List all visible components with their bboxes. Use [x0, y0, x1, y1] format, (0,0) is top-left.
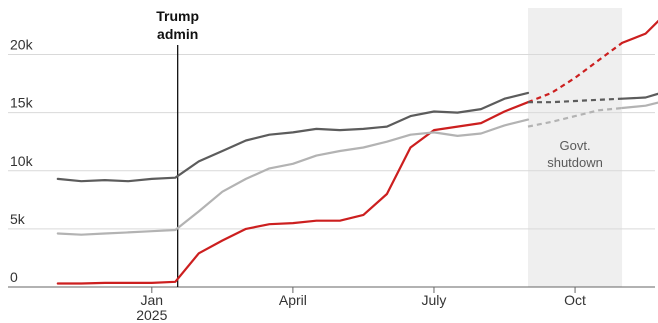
- series-2: [56, 101, 658, 236]
- y-tick-label: 10k: [10, 153, 34, 169]
- gridlines: [8, 54, 655, 230]
- series-line-tail: [621, 19, 658, 44]
- series-0: [56, 19, 658, 285]
- series-line-tail: [621, 92, 658, 100]
- y-tick-label: 20k: [10, 37, 34, 53]
- y-tick-label: 5k: [10, 211, 26, 227]
- x-tick-sublabel: 2025: [136, 307, 167, 323]
- series-line-solid: [56, 101, 530, 285]
- series-line-solid: [56, 118, 530, 236]
- series-line-dashed: [527, 106, 623, 128]
- x-tick-label: July: [422, 292, 447, 308]
- series-line-solid: [56, 91, 530, 183]
- admin-annotation-line1: Trump: [156, 8, 199, 24]
- x-tick-label: April: [279, 292, 307, 308]
- admin-annotation-line2: admin: [157, 26, 198, 42]
- series-line-dashed: [527, 42, 623, 104]
- x-tick-label: Jan: [141, 292, 164, 308]
- y-tick-label: 15k: [10, 95, 34, 111]
- series-1: [56, 91, 658, 183]
- y-axis-ticks: 0 5k 10k 15k 20k: [10, 37, 34, 286]
- x-tick-label: Oct: [564, 292, 586, 308]
- series-line-tail: [621, 101, 658, 110]
- shutdown-annotation-line2: shutdown: [547, 155, 603, 170]
- y-tick-label: 0: [10, 269, 18, 285]
- series-lines: [56, 19, 658, 285]
- shutdown-annotation-line1: Govt.: [560, 138, 591, 153]
- series-line-dashed: [528, 97, 623, 104]
